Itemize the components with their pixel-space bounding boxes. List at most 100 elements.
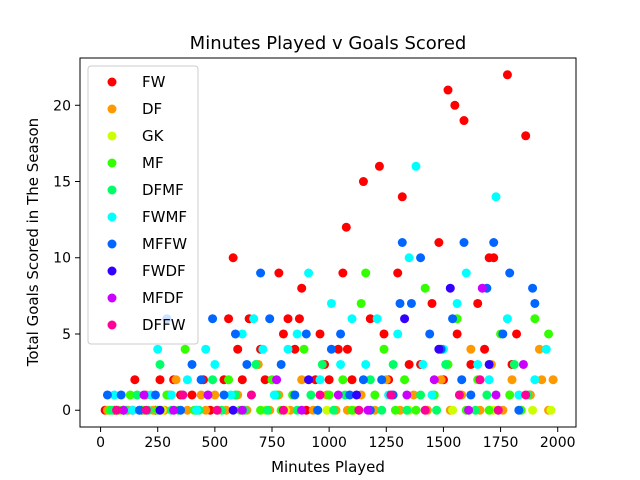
data-point xyxy=(436,375,446,385)
series-fwmf xyxy=(109,161,551,415)
y-axis-label: Total Goals Scored in The Season xyxy=(24,118,42,367)
data-point xyxy=(377,375,387,385)
data-point xyxy=(210,359,220,369)
data-point xyxy=(338,268,348,278)
data-point xyxy=(541,344,551,354)
data-point xyxy=(237,375,247,385)
data-point xyxy=(480,344,490,354)
data-point xyxy=(477,283,487,293)
data-point xyxy=(182,375,192,385)
data-point xyxy=(297,283,307,293)
data-point xyxy=(326,298,336,308)
data-point xyxy=(299,344,309,354)
data-point xyxy=(322,405,332,415)
data-point xyxy=(171,375,181,385)
data-point xyxy=(130,375,140,385)
data-point xyxy=(249,314,259,324)
data-point xyxy=(475,375,485,385)
data-point xyxy=(237,329,247,339)
data-point xyxy=(180,344,190,354)
data-point xyxy=(208,314,218,324)
data-point xyxy=(518,359,528,369)
data-point xyxy=(397,238,407,247)
data-point xyxy=(473,298,483,308)
data-point xyxy=(406,298,416,308)
data-point xyxy=(429,375,439,385)
data-point xyxy=(342,344,352,354)
data-point xyxy=(459,116,469,126)
chart-title: Minutes Played v Goals Scored xyxy=(190,33,467,54)
data-point xyxy=(416,390,426,400)
data-point xyxy=(326,344,336,354)
data-point xyxy=(530,298,540,308)
data-point xyxy=(201,405,211,415)
data-point xyxy=(395,298,405,308)
legend-label: MF xyxy=(142,154,164,172)
data-point xyxy=(176,405,186,415)
data-point xyxy=(336,329,346,339)
data-point xyxy=(341,222,351,232)
data-point xyxy=(258,344,268,354)
data-point xyxy=(269,390,279,400)
data-point xyxy=(294,314,304,324)
data-point xyxy=(420,283,430,293)
data-point xyxy=(112,405,122,415)
data-point xyxy=(400,375,410,385)
data-point xyxy=(386,390,396,400)
data-point xyxy=(274,268,284,278)
data-point xyxy=(484,405,494,415)
data-point xyxy=(484,375,494,385)
data-point xyxy=(182,405,192,415)
data-point xyxy=(233,344,243,354)
data-point xyxy=(505,268,515,278)
data-point xyxy=(530,375,540,385)
data-point xyxy=(388,359,398,369)
data-point xyxy=(102,390,112,400)
data-point xyxy=(493,405,503,415)
data-point xyxy=(317,359,327,369)
plot-area: 0 250 500 750 1000 1250 1500 1750 2000 0 5 10 15 20 xyxy=(53,57,577,451)
data-point xyxy=(118,405,128,415)
data-point xyxy=(530,314,540,324)
data-point xyxy=(427,390,437,400)
data-point xyxy=(262,405,272,415)
data-point xyxy=(228,253,238,263)
data-point xyxy=(528,405,538,415)
data-point xyxy=(196,390,206,400)
data-point xyxy=(230,329,240,339)
x-tick-label: 1250 xyxy=(368,435,404,451)
data-point xyxy=(484,359,494,369)
data-point xyxy=(224,314,234,324)
data-point xyxy=(454,390,464,400)
data-point xyxy=(256,405,266,415)
data-point xyxy=(502,314,512,324)
data-point xyxy=(345,390,355,400)
data-point xyxy=(242,359,252,369)
data-point xyxy=(324,375,334,385)
legend-marker xyxy=(107,266,117,276)
data-point xyxy=(208,375,218,385)
data-point xyxy=(512,329,522,339)
data-point xyxy=(192,405,202,415)
data-point xyxy=(356,298,366,308)
data-point xyxy=(546,405,556,415)
data-point xyxy=(315,329,325,339)
data-point xyxy=(457,375,467,385)
data-point xyxy=(155,405,165,415)
data-point xyxy=(336,359,346,369)
data-point xyxy=(306,390,316,400)
data-point xyxy=(153,344,163,354)
data-point xyxy=(365,314,375,324)
data-point xyxy=(219,390,229,400)
series-dffw xyxy=(112,375,531,415)
legend-label: GK xyxy=(142,127,165,145)
data-point xyxy=(203,390,213,400)
data-point xyxy=(404,253,414,263)
data-point xyxy=(416,253,426,263)
data-point xyxy=(361,268,371,278)
data-point xyxy=(482,390,492,400)
data-point xyxy=(464,405,474,415)
legend-label: FWMF xyxy=(142,208,187,226)
x-tick-label: 750 xyxy=(259,435,286,451)
data-point xyxy=(489,238,499,247)
